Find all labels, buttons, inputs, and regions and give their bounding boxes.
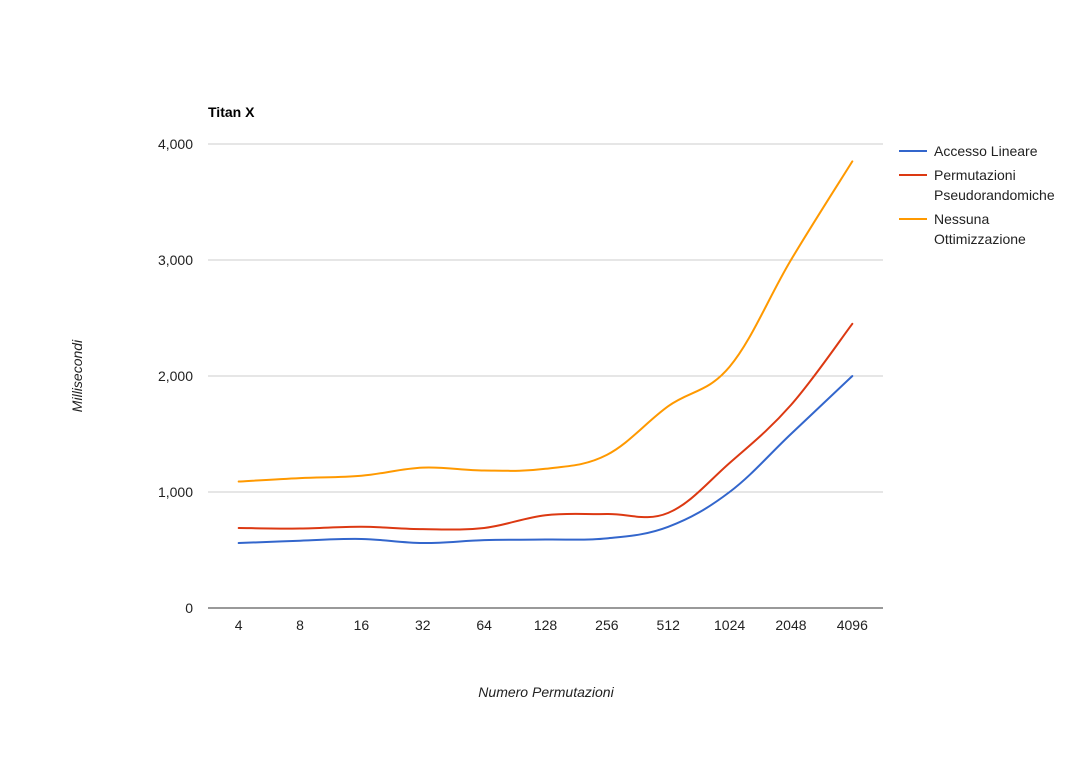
- series-line-1: [237, 375, 854, 545]
- x-tick-label: 8: [296, 617, 304, 633]
- x-tick-label: 64: [476, 617, 492, 633]
- x-tick-label: 4: [235, 617, 243, 633]
- legend-item-3: Nessuna Ottimizzazione: [899, 211, 1026, 247]
- y-tick-label: 2,000: [158, 368, 193, 384]
- x-tick-label: 128: [534, 617, 558, 633]
- y-axis-ticks: 0 1,000 2,000 3,000 4,000: [158, 136, 193, 616]
- x-tick-label: 256: [595, 617, 619, 633]
- x-tick-label: 32: [415, 617, 431, 633]
- x-tick-label: 4096: [837, 617, 868, 633]
- legend-item-2: Permutazioni Pseudorandomiche: [899, 167, 1055, 203]
- series-lines: [237, 160, 854, 545]
- x-axis-ticks: 4 8 16 32 64 128 256 512 1024 2048 4096: [235, 617, 868, 633]
- y-tick-label: 4,000: [158, 136, 193, 152]
- legend-label: Permutazioni Pseudorandomiche: [934, 167, 1055, 203]
- x-tick-label: 2048: [775, 617, 806, 633]
- y-axis-title: Millisecondi: [69, 339, 85, 412]
- series-line-2: [237, 322, 854, 531]
- y-tick-label: 0: [185, 600, 193, 616]
- legend-label: Accesso Lineare: [934, 143, 1038, 159]
- legend-label: Nessuna Ottimizzazione: [934, 211, 1026, 247]
- gridlines: [208, 143, 883, 609]
- x-axis-title: Numero Permutazioni: [478, 684, 614, 700]
- legend-item-1: Accesso Lineare: [899, 143, 1038, 159]
- x-tick-label: 1024: [714, 617, 745, 633]
- legend: Accesso Lineare Permutazioni Pseudorandomi…: [899, 143, 1055, 247]
- x-tick-label: 16: [354, 617, 370, 633]
- y-tick-label: 3,000: [158, 252, 193, 268]
- x-tick-label: 512: [657, 617, 681, 633]
- y-tick-label: 1,000: [158, 484, 193, 500]
- chart-title: Titan X: [208, 104, 255, 120]
- series-line-3: [237, 160, 854, 483]
